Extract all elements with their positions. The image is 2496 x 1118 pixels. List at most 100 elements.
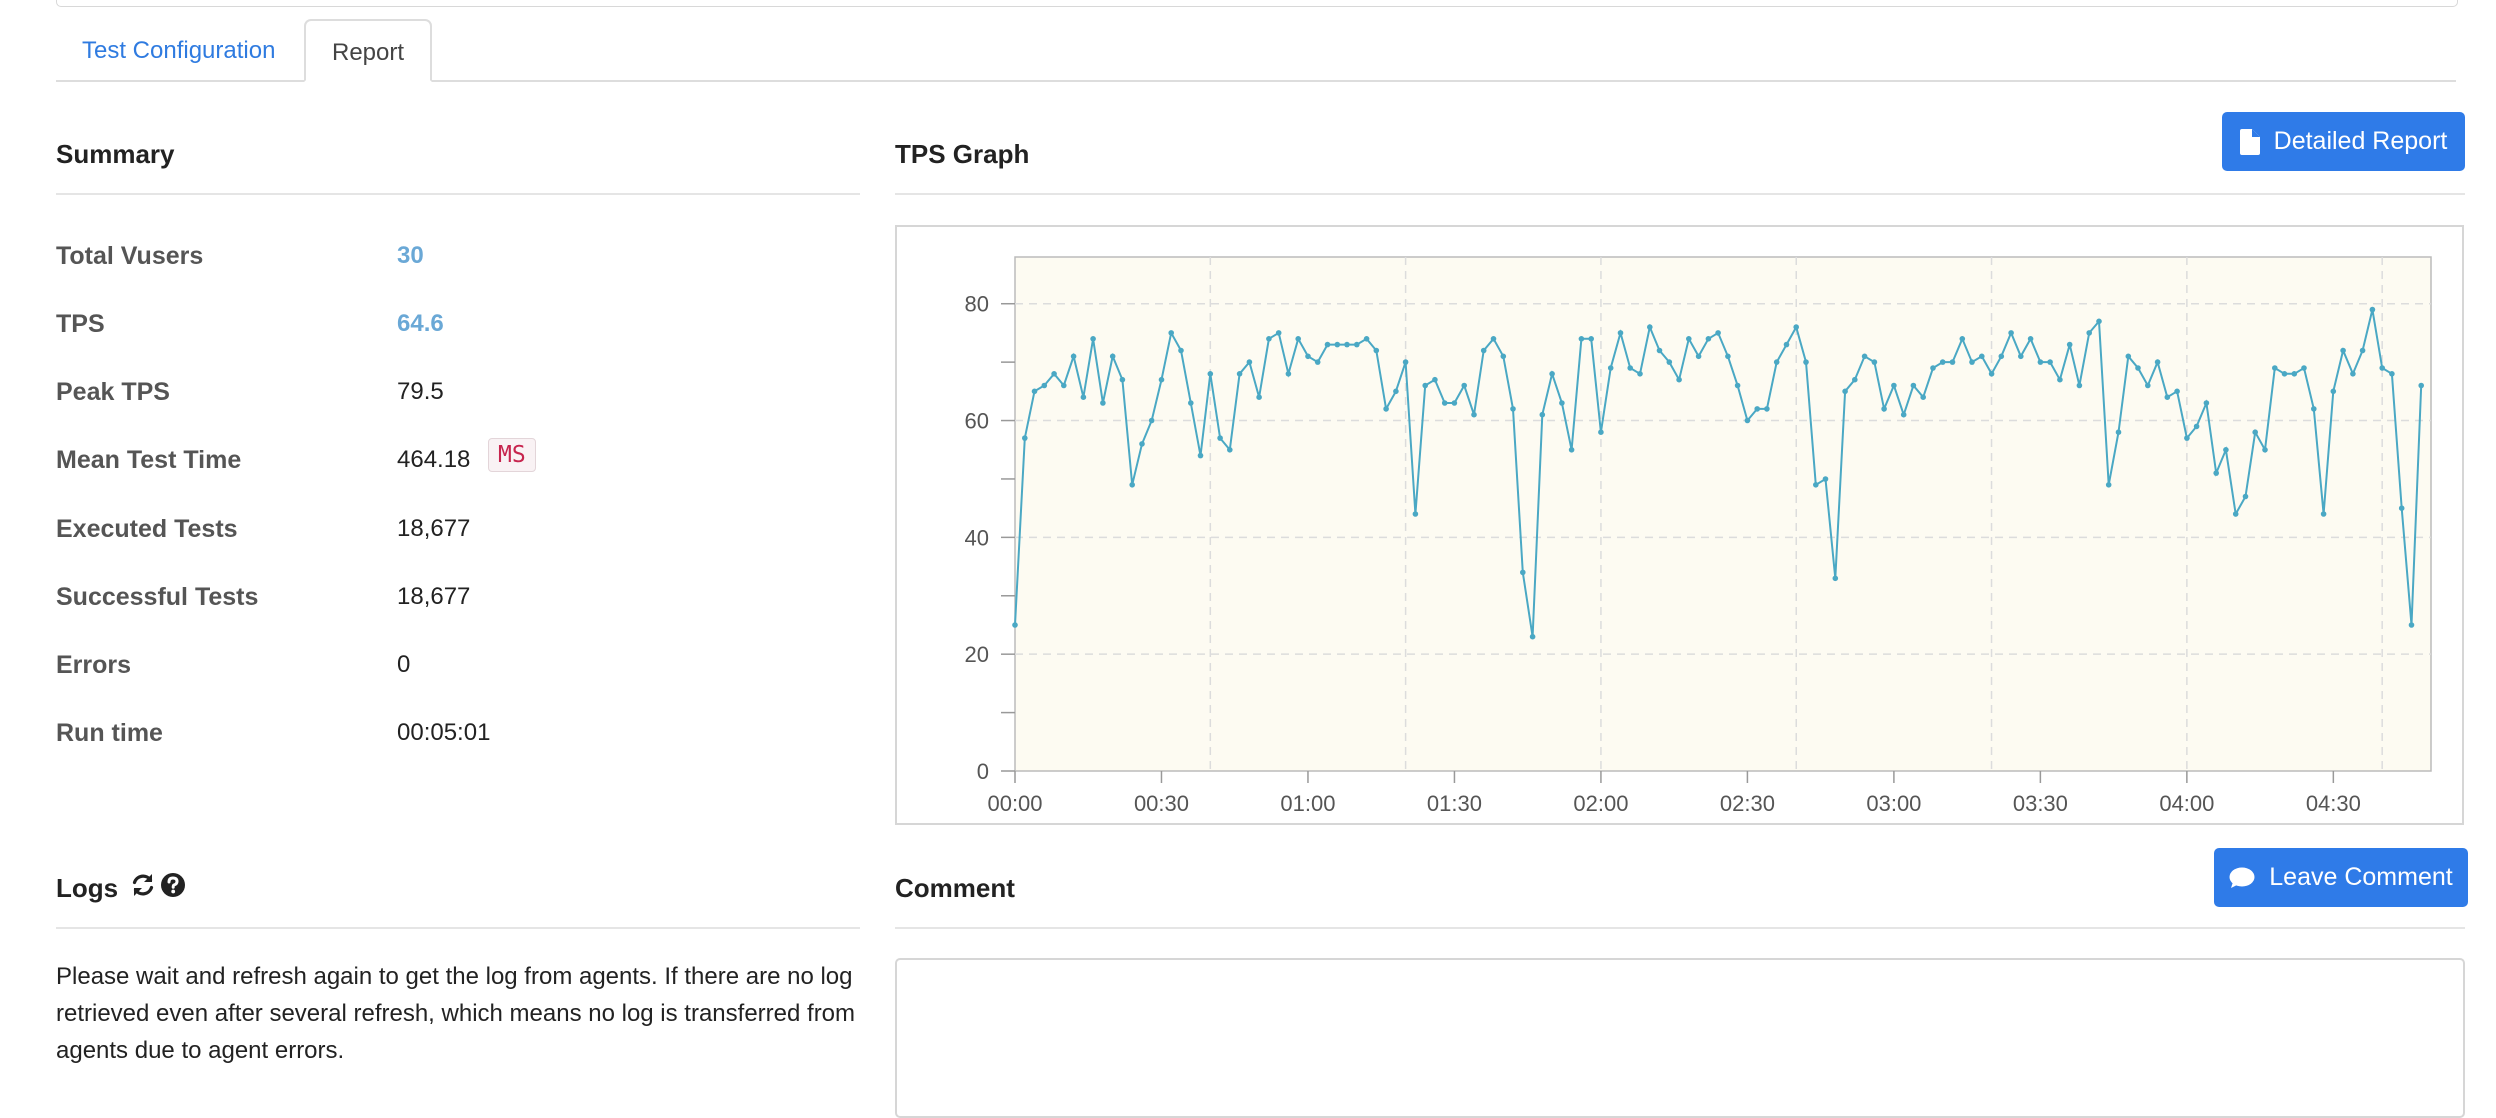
tps-data-point	[1148, 417, 1155, 424]
top-panel-edge	[56, 0, 2458, 7]
tps-data-point	[1305, 353, 1311, 360]
tps-data-point	[1803, 359, 1809, 365]
tps-data-point	[1041, 382, 1048, 389]
tps-data-point	[2379, 365, 2385, 371]
tps-data-point	[1402, 359, 1409, 365]
tps-data-point	[2232, 511, 2239, 517]
tps-data-point	[2105, 482, 2112, 488]
tps-data-point	[1549, 371, 1555, 377]
tps-data-point	[2164, 394, 2171, 400]
summary-row-errors: Errors 0	[56, 651, 856, 691]
tps-data-point	[1256, 394, 1262, 400]
tps-data-point	[1715, 330, 1721, 336]
refresh-icon[interactable]	[130, 872, 156, 898]
tps-data-point	[1480, 347, 1487, 354]
leave-comment-button[interactable]: Leave Comment	[2214, 848, 2468, 907]
tps-data-point	[2320, 511, 2327, 517]
tps-data-point	[1012, 622, 1018, 628]
tps-data-point	[1647, 324, 1653, 330]
tps-graph-title: TPS Graph	[895, 139, 1030, 169]
tps-data-point	[2291, 371, 2298, 377]
tps-data-point	[1119, 376, 1126, 383]
tps-data-point	[2125, 353, 2132, 360]
tps-data-point	[1891, 382, 1897, 389]
tps-data-point	[1070, 353, 1077, 360]
summary-row-successful-tests: Successful Tests 18,677	[56, 583, 856, 623]
tps-data-point	[1676, 376, 1682, 383]
logs-message: Please wait and refresh again to get the…	[56, 963, 856, 1064]
tps-data-point	[1832, 575, 1839, 582]
summary-label: Errors	[56, 651, 132, 679]
tps-data-point	[2369, 306, 2376, 313]
tps-data-point	[1412, 511, 1419, 517]
tps-data-point	[2154, 359, 2161, 365]
tps-data-point	[1822, 476, 1829, 482]
logs-icons	[130, 872, 186, 898]
x-tick-label: 03:30	[2013, 791, 2068, 816]
tps-data-point	[1207, 371, 1214, 377]
tps-data-point	[1422, 382, 1428, 389]
tps-data-point	[1861, 353, 1868, 360]
tps-data-point	[1617, 330, 1624, 336]
tps-data-point	[1969, 359, 1975, 365]
summary-value: 18,677	[397, 583, 471, 610]
tps-data-point	[1266, 336, 1272, 342]
tps-data-point	[1314, 359, 1321, 365]
summary-row-run-time: Run time 00:05:01	[56, 719, 856, 759]
tps-graph-divider	[895, 193, 2465, 195]
tps-data-point	[2086, 330, 2092, 336]
y-tick-label: 0	[977, 759, 989, 784]
tps-data-point	[1441, 400, 1448, 406]
comment-textarea[interactable]	[895, 958, 2465, 1118]
tps-data-point	[1168, 330, 1174, 336]
comment-title: Comment	[895, 873, 1015, 903]
tps-data-point	[1910, 382, 1917, 389]
tps-link[interactable]: 64.6	[397, 310, 444, 337]
x-tick-label: 02:30	[1720, 791, 1775, 816]
tps-data-point	[1246, 359, 1253, 365]
question-circle-icon[interactable]	[160, 872, 186, 898]
logs-divider	[56, 927, 860, 929]
tps-data-point	[1227, 447, 1233, 453]
tps-data-point	[2193, 423, 2200, 430]
tps-data-point	[1080, 394, 1087, 400]
tps-data-point	[2174, 388, 2180, 395]
tps-data-point	[1842, 388, 1848, 395]
tps-data-point	[1061, 382, 1067, 389]
tps-data-point	[1510, 406, 1516, 412]
tps-data-point	[2408, 622, 2415, 628]
summary-value: 00:05:01	[397, 719, 491, 746]
tps-data-point	[1783, 341, 1790, 348]
summary-value: 79.5	[397, 378, 444, 405]
tps-data-point	[2203, 400, 2210, 406]
tps-data-point	[1324, 341, 1331, 348]
tps-data-point	[2398, 505, 2405, 512]
tps-data-point	[1773, 359, 1780, 365]
tps-data-point	[2008, 330, 2014, 336]
tps-data-point	[1100, 400, 1106, 406]
tps-data-point	[1285, 371, 1292, 377]
tab-report[interactable]: Report	[304, 19, 433, 82]
tps-data-point	[1109, 353, 1116, 360]
tps-data-point	[1930, 365, 1936, 371]
total-vusers-link[interactable]: 30	[397, 242, 424, 269]
file-icon	[2239, 128, 2260, 155]
tps-data-point	[1813, 482, 1819, 488]
tab-test-configuration[interactable]: Test Configuration	[82, 37, 276, 64]
tps-data-point	[2350, 371, 2356, 377]
tps-data-point	[2418, 382, 2424, 389]
summary-row-peak-tps: Peak TPS 79.5	[56, 378, 856, 418]
summary-value: 464.18	[397, 446, 471, 473]
tps-data-point	[1295, 336, 1301, 342]
tps-data-point	[1920, 394, 1926, 400]
tps-data-point	[2057, 376, 2063, 383]
tps-data-point	[1607, 365, 1614, 371]
detailed-report-button[interactable]: Detailed Report	[2222, 112, 2465, 171]
y-tick-label: 40	[965, 525, 989, 550]
summary-value: 18,677	[397, 515, 471, 542]
unit-badge: MS	[488, 438, 536, 472]
tps-data-point	[1129, 482, 1135, 488]
tps-data-point	[2018, 353, 2024, 360]
x-tick-label: 03:00	[1866, 791, 1921, 816]
tps-data-point	[1051, 371, 1057, 377]
